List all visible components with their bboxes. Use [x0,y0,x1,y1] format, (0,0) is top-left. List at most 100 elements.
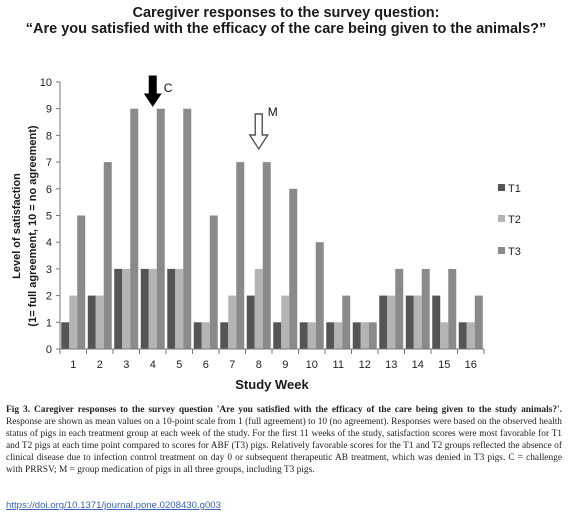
x-axis-ticks: 1 2 3 4 5 6 7 8 9 10 11 12 13 14 15 16 [59,349,485,371]
bar-t2-week-2 [95,295,104,349]
bar-t2-week-16 [466,322,475,349]
bar-t1-week-16 [458,322,467,349]
y-tick-label: 5 [46,211,52,223]
bar-t2-week-5 [175,268,184,349]
chart-title-line-2: “Are you satisfied with the efficacy of … [25,21,547,37]
legend-label-t2: T2 [508,214,521,226]
x-tick-label: 5 [176,359,182,371]
bar-t2-week-12 [360,322,369,349]
y-axis-label-line-2: (1= full agreement, 10 = no agreement) [27,125,39,326]
bar-t1-week-2 [87,295,96,349]
x-tick-label: 12 [359,359,371,371]
legend-swatch-t2 [498,215,505,222]
bar-chart: Level of satisfaction (1= full agreement… [11,75,521,392]
y-tick-label: 1 [46,317,52,329]
caption-label: Fig 3. [6,405,31,415]
bar-t1-week-3 [114,268,123,349]
bar-t3-week-6 [209,215,218,349]
bar-t2-week-14 [413,295,422,349]
bar-t3-week-2 [103,162,112,349]
annotation-m: M [248,105,278,151]
bar-t2-week-3 [122,268,131,349]
bar-t3-week-16 [474,295,483,349]
bar-t2-week-1 [69,295,78,349]
legend: T1 T2 T3 [498,183,521,258]
bar-t3-week-11 [342,295,351,349]
bar-t3-week-13 [395,268,404,349]
y-tick-label: 7 [46,157,52,169]
figure-caption: Fig 3. Caregiver responses to the survey… [6,404,562,476]
y-axis-title: Level of satisfaction (1= full agreement… [11,125,39,326]
y-axis-label-line-1: Level of satisfaction [11,173,23,279]
legend-label-t1: T1 [508,183,521,195]
y-tick-label: 9 [46,104,52,116]
y-tick-label: 8 [46,130,52,142]
caption-heading: Caregiver responses to the survey questi… [34,405,562,415]
bar-t1-week-5 [167,268,176,349]
bar-t3-week-1 [77,215,86,349]
bar-t2-week-8 [254,268,263,349]
bar-t3-week-15 [448,268,457,349]
y-tick-label: 6 [46,184,52,196]
bar-t2-week-15 [440,322,449,349]
legend-label-t3: T3 [508,246,521,258]
chart-title-line-1: Caregiver responses to the survey questi… [132,5,440,21]
x-tick-label: 13 [385,359,397,371]
x-tick-label: 8 [256,359,262,371]
bar-t1-week-4 [140,268,149,349]
x-tick-label: 7 [229,359,235,371]
bar-t1-week-15 [432,295,441,349]
bar-t1-week-1 [61,322,70,349]
bar-t1-week-9 [273,322,282,349]
y-tick-label: 3 [46,264,52,276]
bar-t1-week-6 [193,322,202,349]
bar-t3-week-3 [130,108,139,349]
bar-t3-week-8 [262,162,271,349]
x-tick-label: 15 [438,359,450,371]
legend-swatch-t3 [498,247,505,254]
y-tick-label: 0 [46,344,52,356]
x-axis-label: Study Week [235,377,309,392]
bar-t1-week-13 [379,295,388,349]
bar-t1-week-14 [405,295,414,349]
doi-link[interactable]: https://doi.org/10.1371/journal.pone.020… [6,500,221,511]
annotations: CM [143,75,278,151]
y-tick-label: 2 [46,291,52,303]
bar-t3-week-10 [315,242,324,349]
bar-t2-week-6 [201,322,210,349]
annotation-c: C [143,75,173,107]
bar-t3-week-12 [368,322,377,349]
x-tick-label: 10 [306,359,318,371]
annotation-label: M [268,105,278,119]
bar-t1-week-10 [299,322,308,349]
bar-t3-week-7 [236,162,245,349]
medication-arrow-icon [248,113,270,151]
x-tick-label: 1 [70,359,76,371]
challenge-arrow-icon [143,75,162,107]
y-axis-ticks: 0 1 2 3 4 5 6 7 8 9 10 [40,77,60,356]
x-tick-label: 9 [282,359,288,371]
bar-t1-week-12 [352,322,361,349]
annotation-label: C [164,81,173,95]
bar-t2-week-13 [387,295,396,349]
bar-t3-week-14 [421,268,430,349]
legend-swatch-t1 [498,184,505,191]
bar-t1-week-11 [326,322,335,349]
y-tick-label: 4 [46,237,52,249]
x-tick-label: 16 [465,359,477,371]
x-tick-label: 3 [123,359,129,371]
x-tick-label: 2 [97,359,103,371]
bar-t3-week-4 [156,108,165,349]
y-tick-label: 10 [40,77,52,89]
bar-t2-week-11 [334,322,343,349]
x-tick-label: 4 [150,359,156,371]
bar-t2-week-10 [307,322,316,349]
bars [61,108,483,349]
x-tick-label: 6 [203,359,209,371]
x-tick-label: 11 [333,359,344,371]
caption-body: Response are shown as mean values on a 1… [6,417,562,475]
bar-t2-week-7 [228,295,237,349]
bar-t1-week-8 [246,295,255,349]
bar-t3-week-9 [289,188,298,349]
